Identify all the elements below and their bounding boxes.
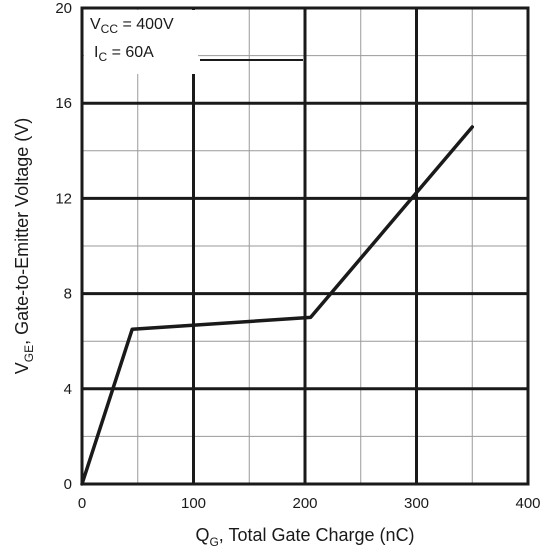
y-axis-label: VGE, Gate-to-Emitter Voltage (V) [12, 118, 36, 374]
x-tick-label: 200 [292, 495, 317, 512]
x-axis-label: QG, Total Gate Charge (nC) [195, 525, 414, 549]
y-tick-label: 16 [55, 95, 72, 112]
x-tick-label: 0 [78, 495, 86, 512]
annotation-vcc: VCC = 400V [90, 16, 174, 36]
y-tick-label: 0 [64, 476, 72, 493]
curve-point [80, 482, 84, 486]
gate-charge-curve [80, 125, 474, 486]
x-tick-label: 100 [181, 495, 206, 512]
y-tick-label: 20 [55, 0, 72, 17]
plot-frame [80, 6, 530, 486]
y-tick-labels: 0 4 8 12 16 20 [55, 0, 72, 493]
curve-point [309, 315, 313, 319]
x-tick-label: 400 [515, 495, 540, 512]
annotation-background [84, 10, 198, 74]
series-layer [80, 125, 474, 486]
annotation-box: VCC = 400V IC = 60A [84, 10, 303, 74]
curve-point [470, 125, 474, 129]
curve-point [130, 327, 134, 331]
y-tick-label: 4 [64, 381, 72, 398]
y-tick-label: 12 [55, 190, 72, 207]
x-tick-label: 300 [404, 495, 429, 512]
annotation-ic: IC = 60A [94, 44, 154, 64]
y-tick-label: 8 [64, 286, 72, 303]
major-gridlines [82, 8, 528, 484]
x-tick-labels: 0 100 200 300 400 [78, 495, 541, 512]
